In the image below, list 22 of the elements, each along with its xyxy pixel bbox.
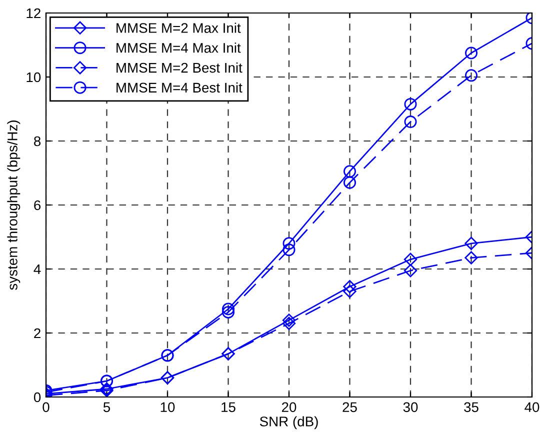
y-tick-label: 12 (26, 8, 40, 18)
x-tick-label: 20 (282, 402, 296, 412)
y-tick-label: 10 (26, 72, 41, 82)
x-tick-label: 15 (222, 402, 236, 412)
y-axis-title: system throughput (bps/Hz) (7, 120, 20, 290)
y-tick-label: 8 (34, 136, 41, 146)
x-tick-label: 35 (464, 402, 478, 412)
y-tick-label: 0 (34, 392, 41, 402)
y-tick-label: 4 (34, 264, 41, 274)
legend-label: MMSE M=2 Best Init (116, 62, 242, 73)
x-tick-label: 5 (103, 402, 110, 412)
x-tick-label: 25 (342, 402, 357, 412)
x-axis-title: SNR (dB) (260, 416, 318, 430)
legend-label: MMSE M=2 Max Init (116, 22, 241, 33)
x-tick-label: 30 (403, 402, 418, 412)
y-tick-label: 2 (34, 328, 40, 338)
legend-label: MMSE M=4 Max Init (116, 42, 241, 53)
x-tick-label: 10 (160, 402, 175, 412)
legend-label: MMSE M=4 Best Init (116, 82, 242, 93)
y-tick-label: 6 (34, 200, 41, 210)
x-tick-label: 40 (524, 402, 540, 412)
x-tick-label: 0 (42, 402, 50, 412)
